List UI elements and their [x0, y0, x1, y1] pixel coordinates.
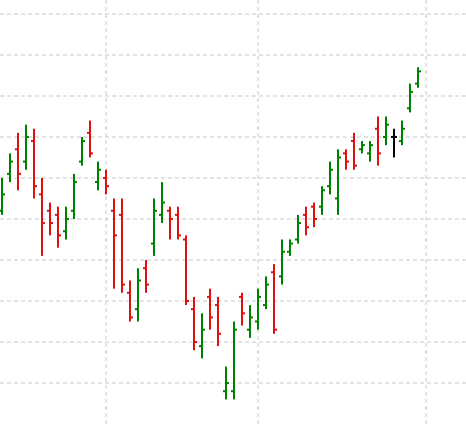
chart — [0, 0, 466, 424]
